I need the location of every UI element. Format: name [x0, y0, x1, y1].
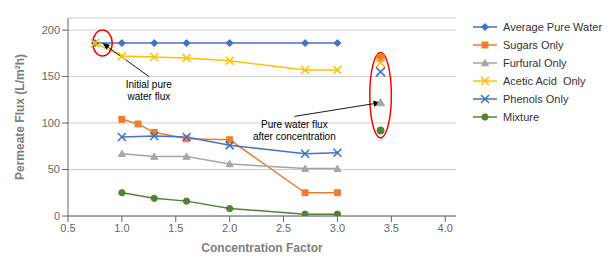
svg-text:1.0: 1.0 — [114, 222, 129, 234]
html-text:Furfural Only: Furfural Only — [503, 57, 567, 69]
svg-text:100: 100 — [42, 117, 60, 129]
svg-text:200: 200 — [42, 24, 60, 36]
svg-text:Initial purewater flux: Initial purewater flux — [126, 79, 173, 102]
html-text:Phenols Only: Phenols Only — [503, 93, 569, 105]
svg-text:0: 0 — [54, 210, 60, 222]
svg-text:Permeate Flux (L/m²h): Permeate Flux (L/m²h) — [13, 54, 27, 180]
svg-text:3.5: 3.5 — [384, 222, 399, 234]
svg-text:1.5: 1.5 — [168, 222, 183, 234]
html-text:Sugars Only: Sugars Only — [503, 39, 564, 51]
svg-text:0.5: 0.5 — [60, 222, 75, 234]
html-text:Acetic Acid Only: Acetic Acid Only — [503, 75, 586, 87]
svg-text:50: 50 — [48, 163, 60, 175]
html-text:Average Pure Water: Average Pure Water — [503, 21, 603, 33]
svg-text:2.0: 2.0 — [222, 222, 237, 234]
html-text:Mixture: Mixture — [503, 111, 540, 123]
svg-text:Concentration Factor: Concentration Factor — [201, 241, 323, 255]
svg-text:150: 150 — [42, 70, 60, 82]
svg-text:4.0: 4.0 — [438, 222, 453, 234]
svg-text:2.5: 2.5 — [276, 222, 291, 234]
svg-text:3.0: 3.0 — [330, 222, 345, 234]
svg-text:Pure water fluxafter concentra: Pure water fluxafter concentration — [253, 119, 336, 142]
